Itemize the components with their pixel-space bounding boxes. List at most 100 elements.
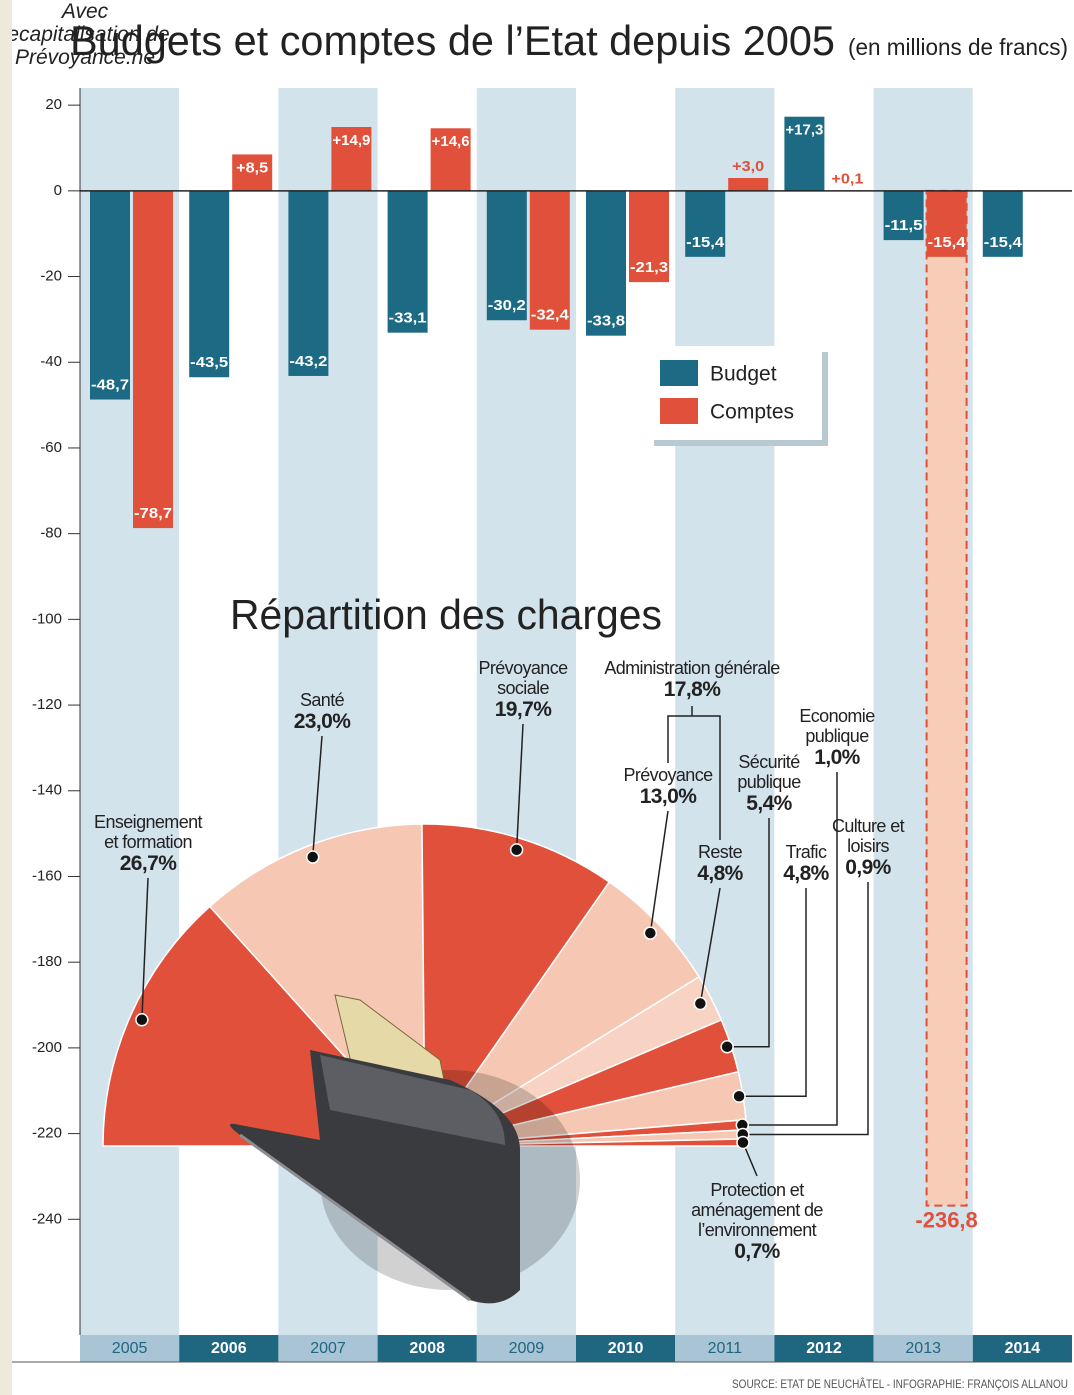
- slice-name: Prévoyance sociale: [468, 658, 578, 698]
- annotation-bar: [927, 191, 967, 1206]
- y-tick-label: -20: [40, 268, 62, 285]
- leader-dot: [511, 844, 523, 856]
- value-label: +17,3: [785, 122, 823, 139]
- y-tick-label: 20: [45, 96, 62, 113]
- bar: [133, 191, 173, 528]
- slice-value-label: 19,7%: [468, 698, 578, 722]
- slice-value-label: 4,8%: [776, 862, 836, 886]
- value-label: +8,5: [236, 159, 268, 176]
- slice-name: Culture et loisirs: [828, 816, 908, 856]
- value-label: +14,9: [332, 132, 370, 149]
- y-tick-label: -160: [32, 867, 62, 884]
- slice-value-label: 17,8%: [592, 678, 792, 702]
- x-tick-label: 2005: [112, 1340, 148, 1357]
- y-tick-label: -140: [32, 782, 62, 799]
- leader-dot: [136, 1014, 148, 1026]
- legend-swatch: [660, 360, 698, 386]
- slice-value-label: 0,9%: [828, 856, 908, 880]
- value-label: -32,4: [531, 307, 570, 324]
- leader-dot: [694, 998, 706, 1010]
- column-band: [973, 88, 1072, 1335]
- bar: [288, 191, 328, 376]
- slice-value-label: 0,7%: [672, 1240, 842, 1264]
- x-tick-label: 2007: [310, 1340, 346, 1357]
- y-tick-label: -120: [32, 696, 62, 713]
- value-label: -21,3: [630, 259, 668, 276]
- value-label: -33,1: [389, 310, 427, 327]
- value-label: -43,5: [190, 354, 228, 371]
- value-label: +14,6: [432, 133, 470, 150]
- slice-value-label: 4,8%: [685, 862, 755, 886]
- y-tick-label: 0: [54, 182, 62, 199]
- pie-title: Répartition des charges: [230, 591, 662, 638]
- pie-label: Protection et aménagement de l’environne…: [672, 1180, 842, 1264]
- legend-label: Budget: [710, 363, 777, 386]
- slice-name: Enseignement et formation: [86, 812, 211, 852]
- value-label: -43,2: [289, 353, 327, 370]
- slice-name: Trafic: [776, 842, 836, 862]
- y-tick-label: -240: [32, 1210, 62, 1227]
- x-tick-label: 2011: [708, 1340, 743, 1357]
- slice-value-label: 26,7%: [86, 852, 211, 876]
- infographic: Budgets et comptes de l’Etat depuis 2005…: [0, 0, 1074, 1395]
- value-label: -11,5: [885, 217, 923, 234]
- chart-title: Budgets et comptes de l’Etat depuis 2005: [70, 17, 835, 64]
- y-tick-label: -100: [32, 610, 62, 627]
- bar: [90, 191, 130, 400]
- value-label: -30,2: [488, 297, 526, 314]
- x-tick-label: 2014: [1005, 1340, 1041, 1357]
- y-tick-label: -220: [32, 1125, 62, 1142]
- leader-dot: [721, 1041, 733, 1053]
- x-tick-label: 2009: [509, 1340, 545, 1357]
- leader-dot: [737, 1137, 749, 1149]
- value-label: -15,4: [928, 234, 967, 251]
- slice-name: Administration générale: [592, 658, 792, 678]
- leader-dot: [307, 851, 319, 863]
- x-tick-label: 2013: [905, 1340, 941, 1357]
- chart-subtitle: (en millions de francs): [848, 34, 1068, 60]
- y-tick-label: -180: [32, 953, 62, 970]
- y-tick-label: -200: [32, 1039, 62, 1056]
- slice-name: Economie publique: [791, 706, 883, 746]
- bar: [189, 191, 229, 377]
- slice-name: Prévoyance: [618, 765, 718, 785]
- value-label: -15,4: [686, 234, 725, 251]
- x-tick-label: 2008: [409, 1340, 445, 1357]
- margin-strip: [0, 0, 12, 1395]
- slice-name: Reste: [685, 842, 755, 862]
- value-label: -33,8: [587, 313, 625, 330]
- slice-name: Santé: [272, 690, 372, 710]
- source: SOURCE: ETAT DE NEUCHÂTEL - INFOGRAPHIE:…: [732, 1376, 1068, 1391]
- x-tick-label: 2012: [806, 1340, 842, 1357]
- slice-value-label: 23,0%: [272, 710, 372, 734]
- y-tick-label: -60: [40, 439, 62, 456]
- x-tick-label: 2010: [608, 1340, 644, 1357]
- value-label: +3,0: [732, 158, 764, 175]
- y-tick-label: -40: [40, 353, 62, 370]
- value-label: -78,7: [134, 505, 172, 522]
- column-band: [675, 88, 774, 1335]
- slice-value-label: 1,0%: [791, 746, 883, 770]
- value-label: +0,1: [831, 170, 863, 187]
- value-label: -15,4: [984, 234, 1023, 251]
- leader-dot: [644, 927, 656, 939]
- legend-label: Comptes: [710, 401, 794, 424]
- legend-swatch: [660, 398, 698, 424]
- annotation-value: -236,8: [915, 1207, 977, 1232]
- bar: [728, 178, 768, 191]
- slice-name: Protection et aménagement de l’environne…: [672, 1180, 842, 1240]
- value-label: -48,7: [91, 377, 129, 394]
- slice-value-label: 13,0%: [618, 785, 718, 809]
- leader-dot: [733, 1090, 745, 1102]
- y-tick-label: -80: [40, 525, 62, 542]
- slice-value-label: 5,4%: [728, 792, 810, 816]
